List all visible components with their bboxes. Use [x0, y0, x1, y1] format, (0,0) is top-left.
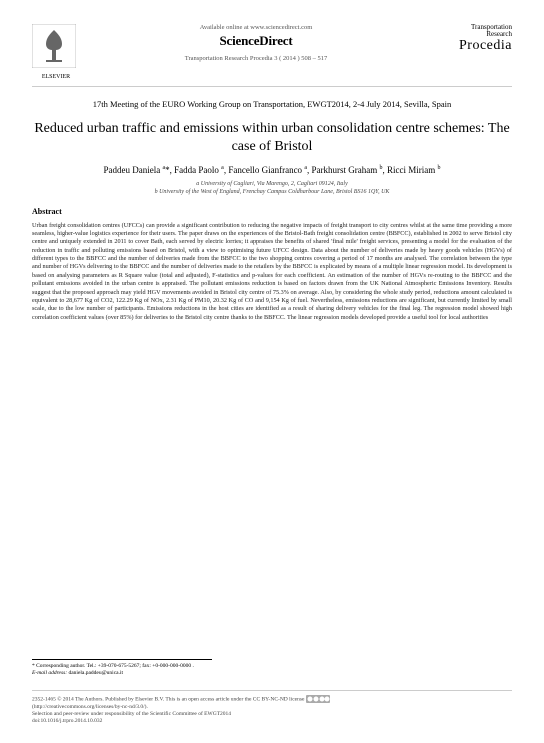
footer-doi: doi:10.1016/j.trpro.2014.10.032: [32, 718, 512, 725]
page: ELSEVIER Available online at www.science…: [0, 0, 544, 743]
header-bar: ELSEVIER Available online at www.science…: [32, 24, 512, 87]
abstract-heading: Abstract: [32, 207, 512, 216]
conference-line: 17th Meeting of the EURO Working Group o…: [32, 99, 512, 110]
footer: 2352-1465 © 2014 The Authors. Published …: [32, 690, 512, 725]
footer-copyright: 2352-1465 © 2014 The Authors. Published …: [32, 695, 512, 703]
elsevier-tree-icon: [32, 24, 76, 68]
authors: Paddeu Daniela a*, Fadda Paolo a, Fancel…: [32, 165, 512, 175]
footer-line1: 2352-1465 © 2014 The Authors. Published …: [32, 696, 304, 702]
corresp-email: E-mail address: daniela.paddeu@unica.it: [32, 670, 212, 677]
elsevier-block: ELSEVIER: [32, 24, 80, 80]
procedia-main: Procedia: [432, 38, 512, 54]
affiliations: a University of Cagliari, Via Marengo, 2…: [32, 181, 512, 197]
corresp-tel: * Corresponding author. Tel.: +39-070-67…: [32, 663, 212, 670]
footer-license-url: (http://creativecommons.org/licenses/by-…: [32, 704, 512, 711]
abstract-text: Urban freight consolidation centres (UFC…: [32, 222, 512, 322]
sciencedirect-logo: ScienceDirect: [88, 33, 424, 49]
center-head: Available online at www.sciencedirect.co…: [80, 24, 432, 62]
elsevier-label: ELSEVIER: [32, 74, 80, 80]
procedia-top-2: Research: [432, 31, 512, 38]
email-value: daniela.paddeu@unica.it: [68, 670, 123, 676]
available-online: Available online at www.sciencedirect.co…: [88, 24, 424, 31]
procedia-block: Transportation Research Procedia: [432, 24, 512, 54]
paper-title: Reduced urban traffic and emissions with…: [32, 120, 512, 155]
email-label: E-mail address:: [32, 670, 67, 676]
footer-peer-review: Selection and peer-review under responsi…: [32, 711, 512, 718]
affiliation-b: b University of the West of England, Fre…: [32, 189, 512, 197]
journal-citation: Transportation Research Procedia 3 ( 201…: [88, 55, 424, 62]
corresponding-author: * Corresponding author. Tel.: +39-070-67…: [32, 659, 212, 677]
cc-by-nc-nd-icon: [306, 695, 330, 703]
affiliation-a: a University of Cagliari, Via Marengo, 2…: [32, 181, 512, 189]
